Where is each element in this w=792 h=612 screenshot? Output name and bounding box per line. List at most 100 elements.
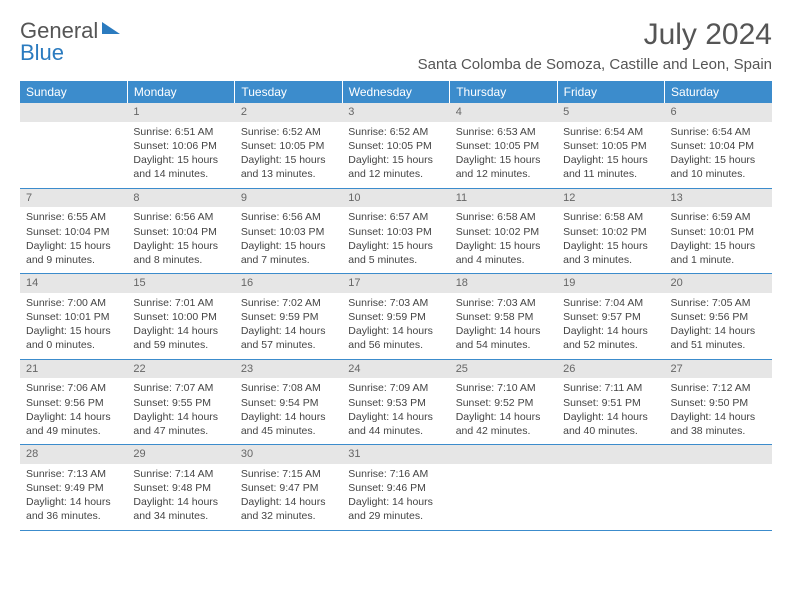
day-content: Sunrise: 7:16 AMSunset: 9:46 PMDaylight:… [342,464,449,530]
sunset-text: Sunset: 9:51 PM [563,396,658,410]
day-number: 7 [20,189,127,208]
calendar-day-cell: 29Sunrise: 7:14 AMSunset: 9:48 PMDayligh… [127,445,234,531]
calendar-day-cell: 20Sunrise: 7:05 AMSunset: 9:56 PMDayligh… [665,274,772,360]
sunrise-text: Sunrise: 7:11 AM [563,381,658,395]
calendar-week-row: 28Sunrise: 7:13 AMSunset: 9:49 PMDayligh… [20,445,772,531]
day-content: Sunrise: 7:14 AMSunset: 9:48 PMDaylight:… [127,464,234,530]
logo-text-part2: Blue [20,40,64,66]
calendar-day-cell: 5Sunrise: 6:54 AMSunset: 10:05 PMDayligh… [557,103,664,188]
sunrise-text: Sunrise: 6:52 AM [348,125,443,139]
sunrise-text: Sunrise: 7:15 AM [241,467,336,481]
day-content: Sunrise: 7:00 AMSunset: 10:01 PMDaylight… [20,293,127,359]
sunrise-text: Sunrise: 7:02 AM [241,296,336,310]
calendar-day-cell: 11Sunrise: 6:58 AMSunset: 10:02 PMDaylig… [450,188,557,274]
daylight-text: Daylight: 15 hours and 7 minutes. [241,239,336,267]
day-number: 6 [665,103,772,122]
day-content: Sunrise: 7:03 AMSunset: 9:59 PMDaylight:… [342,293,449,359]
day-number: 31 [342,445,449,464]
day-content: Sunrise: 7:13 AMSunset: 9:49 PMDaylight:… [20,464,127,530]
sunrise-text: Sunrise: 7:12 AM [671,381,766,395]
day-number: 26 [557,360,664,379]
day-number [450,445,557,464]
calendar-day-cell: 7Sunrise: 6:55 AMSunset: 10:04 PMDayligh… [20,188,127,274]
day-content: Sunrise: 6:52 AMSunset: 10:05 PMDaylight… [342,122,449,188]
day-content: Sunrise: 6:55 AMSunset: 10:04 PMDaylight… [20,207,127,273]
sunrise-text: Sunrise: 7:08 AM [241,381,336,395]
sunset-text: Sunset: 10:03 PM [241,225,336,239]
calendar-day-cell: 28Sunrise: 7:13 AMSunset: 9:49 PMDayligh… [20,445,127,531]
sunset-text: Sunset: 9:50 PM [671,396,766,410]
daylight-text: Daylight: 15 hours and 5 minutes. [348,239,443,267]
daylight-text: Daylight: 15 hours and 0 minutes. [26,324,121,352]
sunset-text: Sunset: 10:05 PM [456,139,551,153]
daylight-text: Daylight: 15 hours and 3 minutes. [563,239,658,267]
calendar-day-cell: 15Sunrise: 7:01 AMSunset: 10:00 PMDaylig… [127,274,234,360]
daylight-text: Daylight: 14 hours and 42 minutes. [456,410,551,438]
sunrise-text: Sunrise: 6:55 AM [26,210,121,224]
daylight-text: Daylight: 14 hours and 54 minutes. [456,324,551,352]
day-number: 24 [342,360,449,379]
weekday-header: Wednesday [342,81,449,103]
day-number: 23 [235,360,342,379]
day-number: 4 [450,103,557,122]
sunrise-text: Sunrise: 7:09 AM [348,381,443,395]
day-number: 14 [20,274,127,293]
day-number [557,445,664,464]
day-number: 1 [127,103,234,122]
calendar-day-cell: 24Sunrise: 7:09 AMSunset: 9:53 PMDayligh… [342,359,449,445]
daylight-text: Daylight: 14 hours and 59 minutes. [133,324,228,352]
calendar-day-cell: 21Sunrise: 7:06 AMSunset: 9:56 PMDayligh… [20,359,127,445]
calendar-table: Sunday Monday Tuesday Wednesday Thursday… [20,81,772,531]
calendar-day-cell: 12Sunrise: 6:58 AMSunset: 10:02 PMDaylig… [557,188,664,274]
calendar-day-cell: 30Sunrise: 7:15 AMSunset: 9:47 PMDayligh… [235,445,342,531]
page-title: July 2024 [644,18,772,52]
sunset-text: Sunset: 9:55 PM [133,396,228,410]
sunset-text: Sunset: 10:05 PM [241,139,336,153]
sunrise-text: Sunrise: 6:58 AM [563,210,658,224]
sunrise-text: Sunrise: 7:06 AM [26,381,121,395]
sunset-text: Sunset: 9:56 PM [671,310,766,324]
calendar-day-cell [557,445,664,531]
sunset-text: Sunset: 10:01 PM [671,225,766,239]
sunrise-text: Sunrise: 7:03 AM [456,296,551,310]
sunset-text: Sunset: 10:03 PM [348,225,443,239]
calendar-day-cell: 17Sunrise: 7:03 AMSunset: 9:59 PMDayligh… [342,274,449,360]
day-number: 22 [127,360,234,379]
calendar-day-cell: 10Sunrise: 6:57 AMSunset: 10:03 PMDaylig… [342,188,449,274]
day-number: 20 [665,274,772,293]
day-content [20,122,127,182]
day-number: 25 [450,360,557,379]
calendar-day-cell: 14Sunrise: 7:00 AMSunset: 10:01 PMDaylig… [20,274,127,360]
day-content: Sunrise: 6:58 AMSunset: 10:02 PMDaylight… [557,207,664,273]
weekday-header: Tuesday [235,81,342,103]
day-content: Sunrise: 7:07 AMSunset: 9:55 PMDaylight:… [127,378,234,444]
sunrise-text: Sunrise: 7:07 AM [133,381,228,395]
sunset-text: Sunset: 10:02 PM [456,225,551,239]
daylight-text: Daylight: 14 hours and 32 minutes. [241,495,336,523]
sunset-text: Sunset: 9:59 PM [348,310,443,324]
page-subtitle: Santa Colomba de Somoza, Castille and Le… [418,56,772,73]
day-number: 11 [450,189,557,208]
daylight-text: Daylight: 15 hours and 12 minutes. [456,153,551,181]
sunset-text: Sunset: 10:04 PM [671,139,766,153]
calendar-header: Sunday Monday Tuesday Wednesday Thursday… [20,81,772,103]
daylight-text: Daylight: 14 hours and 34 minutes. [133,495,228,523]
weekday-header: Monday [127,81,234,103]
sunset-text: Sunset: 10:01 PM [26,310,121,324]
sunset-text: Sunset: 9:49 PM [26,481,121,495]
daylight-text: Daylight: 15 hours and 8 minutes. [133,239,228,267]
sunrise-text: Sunrise: 6:54 AM [671,125,766,139]
daylight-text: Daylight: 14 hours and 56 minutes. [348,324,443,352]
day-content: Sunrise: 6:54 AMSunset: 10:04 PMDaylight… [665,122,772,188]
day-content: Sunrise: 7:12 AMSunset: 9:50 PMDaylight:… [665,378,772,444]
day-number: 12 [557,189,664,208]
sunset-text: Sunset: 9:52 PM [456,396,551,410]
sunrise-text: Sunrise: 6:56 AM [241,210,336,224]
calendar-day-cell: 9Sunrise: 6:56 AMSunset: 10:03 PMDayligh… [235,188,342,274]
day-number: 16 [235,274,342,293]
calendar-day-cell [665,445,772,531]
day-content [665,464,772,524]
day-number: 5 [557,103,664,122]
day-content: Sunrise: 6:56 AMSunset: 10:03 PMDaylight… [235,207,342,273]
calendar-day-cell: 1Sunrise: 6:51 AMSunset: 10:06 PMDayligh… [127,103,234,188]
